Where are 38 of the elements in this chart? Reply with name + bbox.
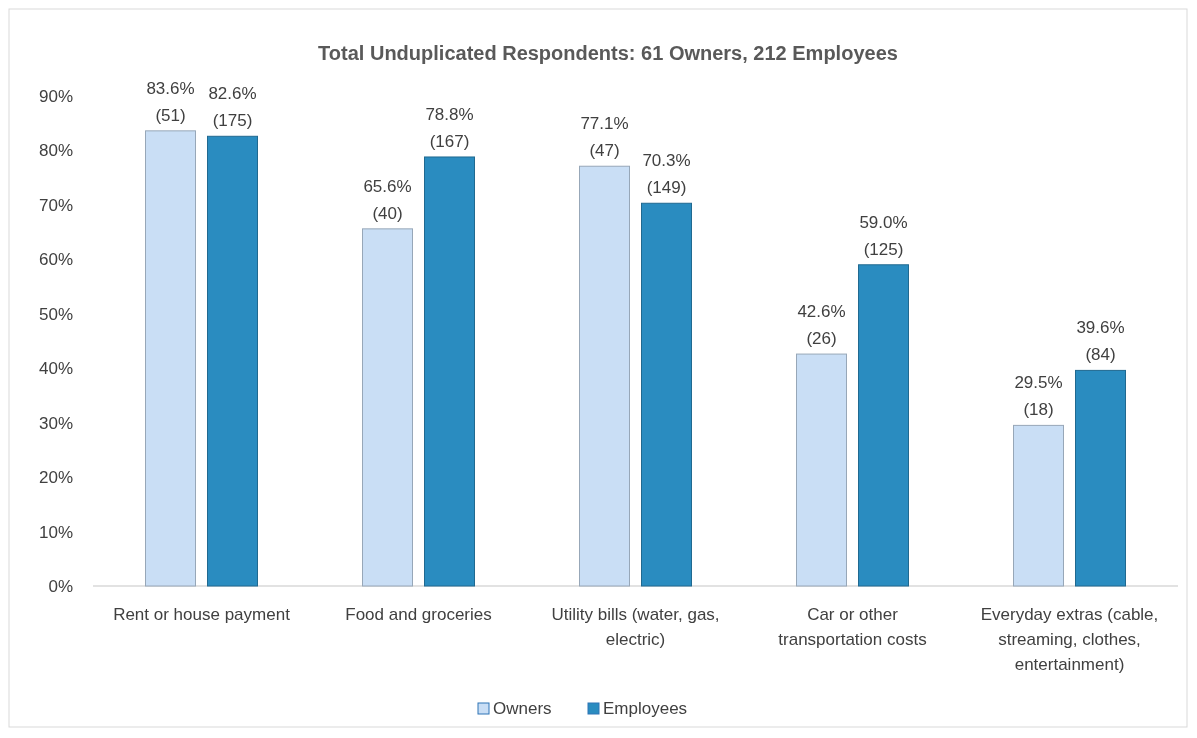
data-label: 42.6% (26) [797, 302, 846, 349]
y-tick-label: 60% [38, 250, 73, 270]
y-tick-label: 0% [48, 577, 73, 596]
bar [641, 202, 692, 587]
data-label: 78.8% (167) [425, 104, 474, 151]
x-tick-label: Car or other transportation costs [778, 605, 927, 649]
bar [424, 156, 475, 587]
data-label: 59.0% (125) [859, 212, 908, 259]
data-label: 39.6% (84) [1076, 318, 1125, 365]
y-tick-label: 10% [38, 522, 73, 542]
y-tick-label: 80% [38, 141, 73, 161]
data-label: 65.6% (40) [363, 176, 412, 223]
y-tick-label: 70% [38, 195, 73, 215]
data-label: 82.6% (175) [208, 84, 257, 131]
data-label: 70.3% (149) [642, 151, 691, 198]
data-label: 29.5% (18) [1014, 373, 1063, 420]
x-tick-label: Rent or house payment [113, 605, 291, 624]
y-tick-label: 50% [38, 304, 73, 324]
y-tick-label: 20% [38, 468, 73, 488]
bar [362, 228, 413, 587]
bar [1075, 369, 1126, 587]
legend-label: Owners [493, 699, 552, 718]
y-tick-label: 40% [38, 359, 73, 379]
y-tick-label: 90% [38, 87, 73, 106]
x-tick-label: Everyday extras (cable, streaming, clothes, entertainment) [980, 605, 1159, 674]
x-tick-label: Food and groceries [345, 605, 492, 624]
bar [796, 353, 847, 587]
y-tick-label: 30% [38, 413, 73, 433]
bar [1013, 424, 1064, 587]
bar [858, 264, 909, 587]
legend-label: Employees [603, 699, 688, 718]
chart-title: Total Unduplicated Respondents: 61 Owners, 212 Employees [318, 42, 898, 64]
data-label: 77.1% (47) [580, 114, 629, 161]
data-label: 83.6% (51) [146, 78, 195, 125]
bar [207, 135, 258, 587]
x-tick-label: Utility bills (water, gas, electric) [551, 605, 720, 649]
bar [145, 130, 196, 587]
bar [579, 165, 630, 587]
